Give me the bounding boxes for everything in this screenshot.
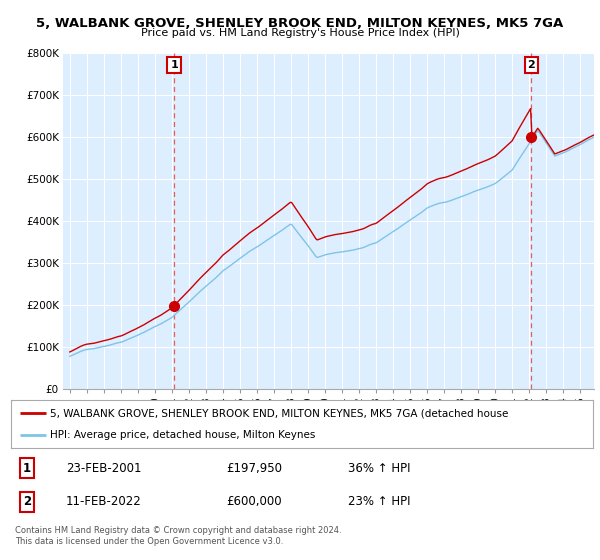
Text: 5, WALBANK GROVE, SHENLEY BROOK END, MILTON KEYNES, MK5 7GA (detached house: 5, WALBANK GROVE, SHENLEY BROOK END, MIL… xyxy=(50,408,509,418)
Text: £197,950: £197,950 xyxy=(226,462,282,475)
Text: HPI: Average price, detached house, Milton Keynes: HPI: Average price, detached house, Milt… xyxy=(50,430,316,440)
Text: 23-FEB-2001: 23-FEB-2001 xyxy=(66,462,142,475)
Text: Price paid vs. HM Land Registry's House Price Index (HPI): Price paid vs. HM Land Registry's House … xyxy=(140,28,460,38)
Text: 2: 2 xyxy=(23,495,31,508)
Text: 2: 2 xyxy=(527,60,535,70)
Text: 36% ↑ HPI: 36% ↑ HPI xyxy=(349,462,411,475)
Text: Contains HM Land Registry data © Crown copyright and database right 2024.
This d: Contains HM Land Registry data © Crown c… xyxy=(15,526,341,546)
Text: 5, WALBANK GROVE, SHENLEY BROOK END, MILTON KEYNES, MK5 7GA: 5, WALBANK GROVE, SHENLEY BROOK END, MIL… xyxy=(37,17,563,30)
Text: 11-FEB-2022: 11-FEB-2022 xyxy=(66,495,142,508)
Text: £600,000: £600,000 xyxy=(226,495,282,508)
Text: 1: 1 xyxy=(170,60,178,70)
Text: 23% ↑ HPI: 23% ↑ HPI xyxy=(349,495,411,508)
Text: 1: 1 xyxy=(23,462,31,475)
